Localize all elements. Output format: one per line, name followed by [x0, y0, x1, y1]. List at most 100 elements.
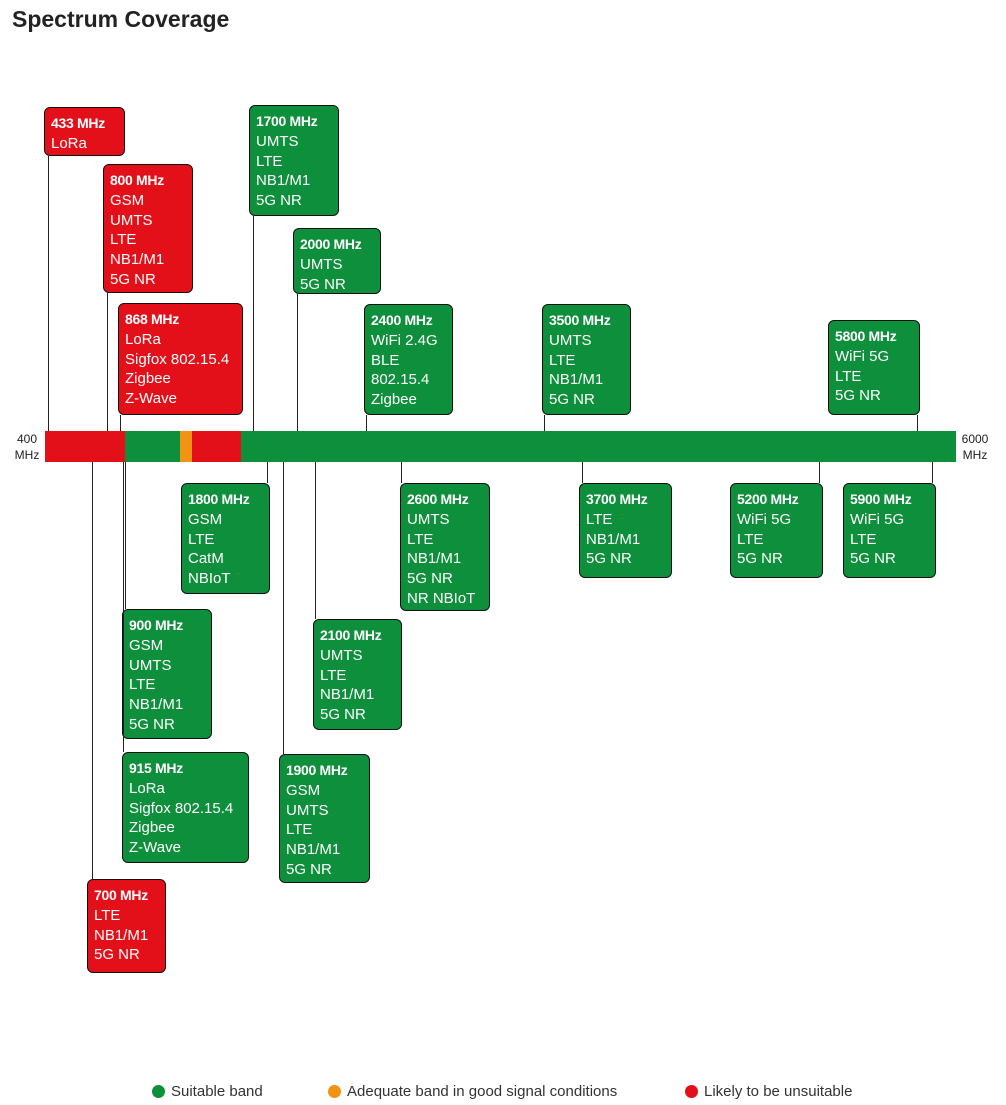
band-technology: Sigfox 802.15.4 [129, 799, 234, 817]
connector-line [366, 415, 368, 431]
band-frequency: 3700 MHz [586, 491, 648, 507]
band-technology: LTE [110, 231, 137, 249]
band-box: 5200 MHz WiFi 5G LTE 5G NR [730, 483, 823, 578]
connector-line [315, 462, 317, 619]
band-technology: LTE [835, 367, 862, 385]
axis-start-label: 400 MHz [10, 431, 44, 463]
legend-suitable: Suitable band [152, 1083, 263, 1100]
legend-label: Likely to be unsuitable [704, 1083, 853, 1100]
band-technology: UMTS [286, 801, 329, 819]
band-technology: Zigbee [125, 370, 171, 388]
band-frequency: 915 MHz [129, 760, 183, 776]
band-technology: UMTS [129, 656, 172, 674]
band-frequency: 2100 MHz [320, 627, 382, 643]
band-technology: LTE [94, 906, 121, 924]
axis-unit: MHz [962, 448, 988, 462]
axis-start-value: 400 [16, 432, 38, 446]
band-technology: LTE [286, 821, 313, 839]
legend-label: Suitable band [171, 1083, 263, 1100]
band-technology: 5G NR [320, 706, 366, 724]
band-box: 2000 MHz UMTS 5G NR [293, 228, 381, 294]
band-technology: LTE [850, 530, 877, 548]
band-technology: WiFi 5G [850, 510, 905, 528]
green-dot-icon [152, 1085, 165, 1098]
spectrum-segment-unsuitable [192, 431, 241, 462]
band-frequency: 5800 MHz [835, 328, 897, 344]
axis-end-value: 6000 [961, 432, 989, 446]
connector-line [107, 293, 109, 431]
band-technology: LoRa [51, 134, 87, 152]
band-technology: 5G NR [586, 550, 632, 568]
band-frequency: 868 MHz [125, 311, 179, 327]
band-technology: UMTS [110, 211, 153, 229]
band-box: 1800 MHz GSM LTE CatM NBIoT [181, 483, 270, 594]
band-technology: NR NBIoT [407, 589, 476, 607]
connector-line [48, 156, 50, 431]
band-technology: 5G NR [850, 550, 896, 568]
band-technology: NB1/M1 [549, 371, 604, 389]
band-technology: 5G NR [300, 275, 346, 293]
connector-line [819, 462, 821, 483]
band-box: 3700 MHz LTE NB1/M1 5G NR [579, 483, 672, 578]
band-box: 900 MHz GSM UMTS LTE NB1/M1 5G NR [122, 609, 212, 739]
band-box: 700 MHz LTE NB1/M1 5G NR [87, 879, 166, 973]
band-technology: NBIoT [188, 570, 231, 588]
band-technology: LTE [256, 152, 283, 170]
connector-line [582, 462, 584, 483]
spectrum-segment-unsuitable [45, 431, 125, 462]
band-technology: WiFi 5G [835, 347, 890, 365]
band-frequency: 1900 MHz [286, 762, 348, 778]
band-box: 800 MHz GSM UMTS LTE NB1/M1 5G NR [103, 164, 193, 293]
band-frequency: 2000 MHz [300, 236, 362, 252]
band-frequency: 900 MHz [129, 617, 183, 633]
band-technology: LTE [737, 530, 764, 548]
band-frequency: 700 MHz [94, 887, 148, 903]
axis-unit: MHz [14, 448, 40, 462]
band-technology: NB1/M1 [256, 172, 311, 190]
band-box: 915 MHz LoRa Sigfox 802.15.4 Zigbee Z-Wave [122, 752, 249, 863]
band-box: 5800 MHz WiFi 5G LTE 5G NR [828, 320, 920, 415]
band-technology: 5G NR [737, 550, 783, 568]
legend-adequate: Adequate band in good signal conditions [328, 1083, 617, 1100]
band-technology: BLE [371, 351, 400, 369]
band-technology: NB1/M1 [320, 686, 375, 704]
connector-line [123, 462, 125, 752]
band-technology: NB1/M1 [94, 926, 149, 944]
band-frequency: 1700 MHz [256, 113, 318, 129]
band-frequency: 5900 MHz [850, 491, 912, 507]
band-box: 2400 MHz WiFi 2.4G BLE 802.15.4 Zigbee [364, 304, 453, 415]
band-box: 2600 MHz UMTS LTE NB1/M1 5G NR NR NBIoT [400, 483, 490, 611]
axis-end-label: 6000 MHz [957, 431, 993, 463]
band-technology: 5G NR [835, 387, 881, 405]
connector-line [92, 462, 94, 879]
band-technology: 5G NR [94, 946, 140, 964]
band-box: 1900 MHz GSM UMTS LTE NB1/M1 5G NR [279, 754, 370, 883]
band-box: 3500 MHz UMTS LTE NB1/M1 5G NR [542, 304, 631, 415]
band-technology: WiFi 5G [737, 510, 792, 528]
connector-line [267, 462, 269, 483]
band-frequency: 3500 MHz [549, 312, 611, 328]
band-technology: NB1/M1 [129, 696, 184, 714]
band-technology: GSM [129, 636, 164, 654]
band-technology: UMTS [256, 132, 299, 150]
band-box: 5900 MHz WiFi 5G LTE 5G NR [843, 483, 936, 578]
connector-line [120, 415, 122, 431]
band-technology: LoRa [129, 779, 165, 797]
band-technology: LTE [407, 530, 434, 548]
connector-line [401, 462, 403, 483]
band-technology: 5G NR [407, 570, 453, 588]
band-technology: LTE [586, 510, 613, 528]
band-technology: Zigbee [371, 391, 417, 409]
band-technology: NB1/M1 [407, 550, 462, 568]
band-technology: 5G NR [549, 391, 595, 409]
band-technology: UMTS [300, 255, 343, 273]
band-technology: 5G NR [129, 715, 175, 733]
band-technology: LTE [320, 666, 347, 684]
band-technology: NB1/M1 [286, 841, 341, 859]
band-technology: LTE [549, 351, 576, 369]
band-technology: UMTS [407, 510, 450, 528]
band-frequency: 800 MHz [110, 172, 164, 188]
band-technology: LTE [188, 530, 215, 548]
band-technology: WiFi 2.4G [371, 331, 438, 349]
